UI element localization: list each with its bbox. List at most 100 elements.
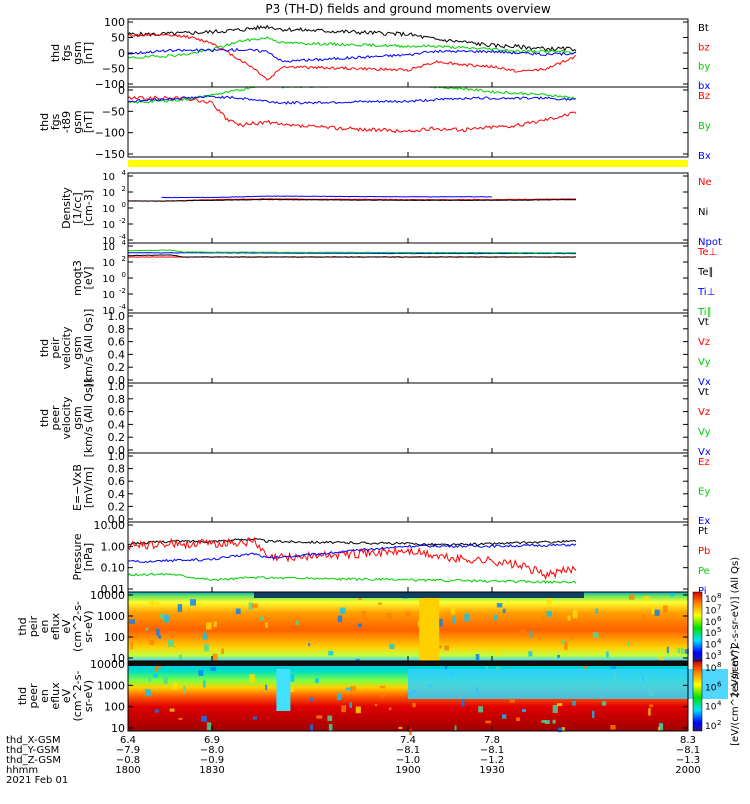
series-by xyxy=(128,37,576,58)
spectrogram-speckle xyxy=(519,629,525,633)
spectrogram-speckle xyxy=(445,645,449,650)
legend-Pt: Pt xyxy=(698,526,708,537)
ytick-label: 10000 xyxy=(90,658,125,671)
legend-Pe: Pe xyxy=(698,566,710,577)
spectrogram-speckle xyxy=(553,705,558,713)
colorbar xyxy=(693,592,702,661)
spectrogram-speckle xyxy=(461,699,464,706)
legend-Vy: Vy xyxy=(698,357,711,368)
spectrogram-speckle xyxy=(412,703,415,707)
spectrogram-feature xyxy=(419,592,439,661)
spectrogram-speckle xyxy=(349,702,352,707)
panel-frame xyxy=(128,19,688,87)
ytick-label: −50 xyxy=(102,105,125,118)
ytick-label: −100 xyxy=(95,127,125,140)
legend-Vt: Vt xyxy=(698,317,709,328)
series-By xyxy=(128,87,576,103)
legend-Ey: Ey xyxy=(698,487,710,498)
spectrogram-speckle xyxy=(155,709,159,712)
spectrogram-speckle xyxy=(663,605,667,612)
series-Npot xyxy=(162,196,492,198)
ytick-base: 10 xyxy=(102,274,115,285)
spectrogram-feature xyxy=(408,669,728,699)
spectrogram-speckle xyxy=(629,595,635,600)
ytick-base: 10 xyxy=(102,172,115,183)
spectrogram-speckle xyxy=(170,631,176,636)
spectrogram-speckle xyxy=(163,676,167,683)
ytick-label: −150 xyxy=(95,148,125,161)
spectrogram-feature xyxy=(254,592,584,598)
spectrogram-speckle xyxy=(627,642,629,646)
ytick-exp: -2 xyxy=(119,217,126,225)
spectrogram-speckle xyxy=(149,676,152,682)
spectrogram-speckle xyxy=(453,616,456,623)
spectrogram-speckle xyxy=(573,610,578,618)
spectrogram-speckle xyxy=(389,707,392,710)
legend-Vt: Vt xyxy=(698,387,709,398)
ytick-label: 1000 xyxy=(97,679,125,692)
spectrogram-speckle xyxy=(178,718,182,720)
ytick-label: 0.4 xyxy=(108,488,126,501)
ylabel-line: sr-eV) xyxy=(82,610,95,642)
series-Pt xyxy=(128,539,576,546)
ylabel-line: [nT] xyxy=(82,111,95,133)
ytick-label: 0.10 xyxy=(101,562,126,575)
panel-peer-velocity: VtVzVyVx1.00.80.60.40.20.0thdpeervelocit… xyxy=(38,379,711,458)
spectrogram-speckle xyxy=(667,647,669,654)
spectrogram-speckle xyxy=(643,596,649,601)
panel-frame xyxy=(128,453,688,522)
spectrogram-speckle xyxy=(596,608,599,614)
spectrogram-speckle xyxy=(494,615,498,620)
ytick-exp: 4 xyxy=(122,169,127,177)
spectrogram-speckle xyxy=(568,616,571,621)
panel-frame xyxy=(128,313,688,383)
ytick-base: 10 xyxy=(102,220,115,231)
spectrogram-speckle xyxy=(503,609,506,613)
spectrogram-speckle xyxy=(572,701,575,706)
ytick-label: 0.6 xyxy=(108,406,126,419)
spectrogram-speckle xyxy=(149,601,155,606)
panel-frame xyxy=(128,383,688,453)
spectrogram-speckle xyxy=(316,715,322,718)
ylabel-line: [cm-3] xyxy=(82,190,95,226)
spectrogram-speckle xyxy=(592,711,594,718)
spectrogram-speckle xyxy=(606,651,608,657)
colorbar-tick-exp: 7 xyxy=(717,603,721,611)
spectrogram-speckle xyxy=(522,709,526,712)
spectrogram-speckle xyxy=(221,649,224,654)
spectrogram-speckle xyxy=(642,614,645,621)
spectrogram-speckle xyxy=(610,725,615,729)
xaxis-tick-value: 1800 xyxy=(115,765,140,776)
ylabel-line: [km/s (All Qs)] xyxy=(82,379,95,458)
ylabel-line: [nT] xyxy=(82,42,95,64)
legend-Ne: Ne xyxy=(698,177,712,188)
colorbar-tick-base: 10 xyxy=(705,683,717,693)
spectrogram-speckle xyxy=(564,642,567,650)
ylabel-line: [eV] xyxy=(82,267,95,290)
spectrogram-speckle xyxy=(387,613,392,619)
colorbar-tick-base: 10 xyxy=(705,722,717,732)
spectrogram-speckle xyxy=(310,698,313,702)
plot-title: P3 (TH-D) fields and ground moments over… xyxy=(265,2,550,16)
legend-Vy: Vy xyxy=(698,427,711,438)
spectrogram-speckle xyxy=(158,635,161,638)
spectrogram-speckle xyxy=(173,682,178,690)
colorbar-tick-base: 10 xyxy=(705,664,717,674)
ytick-label: 100 xyxy=(104,631,125,644)
spectrogram-speckle xyxy=(389,644,394,649)
spectrogram-speckle xyxy=(308,643,310,646)
spectrogram-speckle xyxy=(203,635,208,639)
spectrogram-speckle xyxy=(346,688,351,691)
spectrogram-speckle xyxy=(145,628,148,631)
spectrogram-feature xyxy=(276,669,290,711)
xaxis-tick-value: 1930 xyxy=(479,765,504,776)
spectrogram-speckle xyxy=(502,714,506,718)
ytick-base: 10 xyxy=(102,290,115,301)
spectrogram-speckle xyxy=(363,617,367,621)
